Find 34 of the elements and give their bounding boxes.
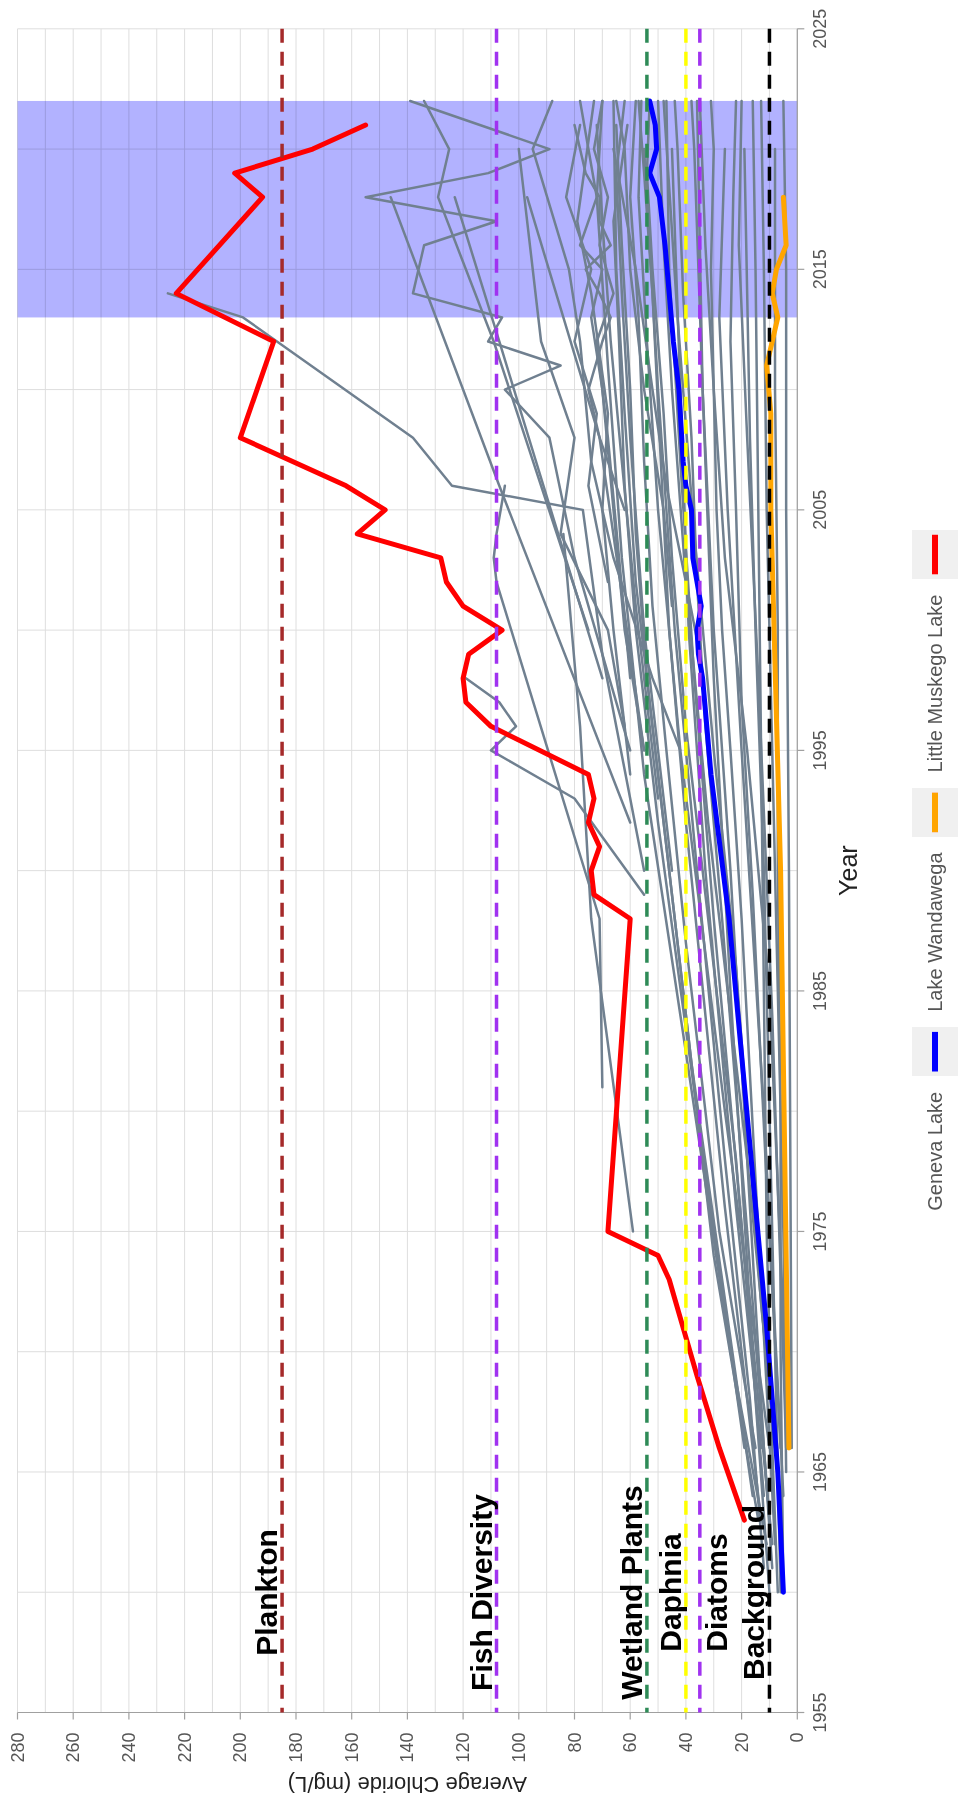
x-tick-label: 140: [397, 1732, 418, 1763]
legend-label: Little Muskego Lake: [924, 594, 946, 773]
y-tick-label: 1965: [810, 1451, 831, 1492]
legend-label: Geneva Lake: [924, 1091, 946, 1211]
ref-line-label: Fish Diversity: [464, 1493, 498, 1691]
ref-line-label: Wetland Plants: [614, 1485, 648, 1700]
x-tick-label: 120: [453, 1732, 474, 1763]
y-tick-label: 1985: [810, 970, 831, 1011]
x-tick-label: 280: [7, 1732, 28, 1763]
y-tick-label: 2005: [810, 489, 831, 530]
ref-line-label: Plankton: [250, 1529, 284, 1656]
x-tick-label: 200: [230, 1732, 251, 1763]
x-tick-label: 180: [286, 1732, 306, 1763]
y-tick-label: 1955: [810, 1692, 831, 1733]
x-tick-label: 160: [341, 1732, 362, 1763]
ref-line-label: Background: [737, 1504, 771, 1681]
y-tick-label: 2015: [810, 249, 831, 290]
x-tick-label: 0: [787, 1732, 808, 1743]
x-tick-label: 220: [174, 1732, 195, 1763]
x-axis-title: Average Chloride (mg/L): [287, 1771, 528, 1797]
legend-label: Lake Wandawega: [924, 851, 946, 1012]
y-tick-label: 1975: [810, 1211, 831, 1252]
x-tick-label: 40: [675, 1732, 696, 1753]
x-tick-label: 100: [508, 1732, 529, 1763]
y-tick-label: 2025: [810, 8, 831, 49]
y-tick-label: 1995: [810, 730, 831, 771]
x-tick-label: 20: [731, 1732, 752, 1753]
x-tick-label: 80: [564, 1732, 585, 1753]
ref-line-label: Daphnia: [653, 1533, 687, 1652]
y-axis-title: Year: [834, 845, 863, 896]
x-tick-label: 60: [620, 1732, 641, 1753]
x-tick-label: 260: [63, 1732, 84, 1763]
x-tick-label: 240: [118, 1732, 139, 1763]
ref-line-label: Diatoms: [700, 1533, 734, 1652]
